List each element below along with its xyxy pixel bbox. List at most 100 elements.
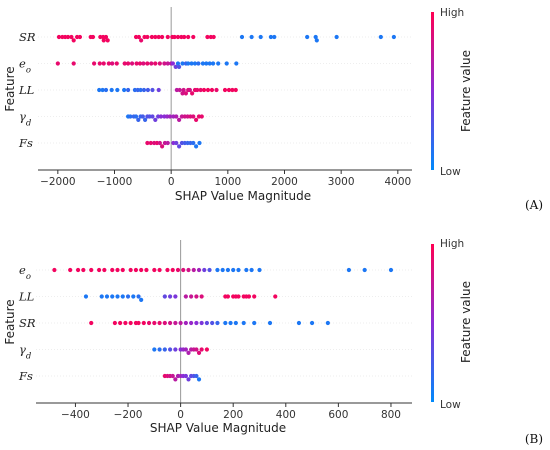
shap-point bbox=[115, 267, 120, 273]
shap-point bbox=[110, 61, 115, 66]
shap-point bbox=[128, 267, 133, 273]
shap-point bbox=[90, 34, 96, 40]
shap-point bbox=[148, 140, 153, 146]
shap-point bbox=[325, 320, 330, 326]
feature-label: Fs bbox=[18, 136, 33, 150]
x-tick-label: −400 bbox=[61, 409, 90, 421]
shap-point bbox=[114, 61, 119, 66]
shap-point bbox=[334, 34, 339, 40]
feature-label: LL bbox=[18, 290, 34, 304]
shap-point bbox=[139, 38, 144, 43]
panel-a-colorbar bbox=[431, 12, 434, 170]
shap-point bbox=[226, 87, 232, 93]
x-tick-label: −200 bbox=[114, 409, 143, 421]
shap-point bbox=[100, 87, 105, 93]
shap-point bbox=[211, 34, 216, 40]
shap-point bbox=[196, 61, 201, 66]
shap-point bbox=[205, 34, 210, 40]
shap-point bbox=[136, 34, 141, 40]
shap-point bbox=[75, 267, 81, 273]
shap-point bbox=[104, 294, 110, 299]
shap-point bbox=[115, 294, 120, 299]
shap-point bbox=[118, 320, 123, 326]
shap-point bbox=[180, 61, 185, 66]
shap-point bbox=[128, 320, 133, 326]
shap-point bbox=[165, 267, 170, 273]
shap-point bbox=[140, 114, 145, 119]
panel-a-x-ticks: −2000 −1000 0 1000 2000 3000 4000 bbox=[40, 170, 411, 188]
shap-point bbox=[194, 320, 199, 326]
shap-point bbox=[183, 320, 188, 326]
feature-label: γd bbox=[19, 110, 32, 129]
shap-point bbox=[183, 347, 188, 352]
shap-point bbox=[204, 61, 209, 66]
shap-point bbox=[170, 373, 175, 379]
panel-a-points bbox=[55, 34, 396, 149]
panel-b-beeswarm: eo LL SR γd Fs −400 −200 0 200 400 600 800 SHAP Va… bbox=[3, 238, 543, 446]
shap-point bbox=[153, 61, 158, 66]
shap-point bbox=[233, 87, 238, 93]
shap-point bbox=[183, 373, 188, 379]
shap-point bbox=[215, 267, 220, 273]
shap-point bbox=[191, 267, 196, 273]
x-tick-label: 800 bbox=[381, 409, 401, 421]
shap-point bbox=[272, 34, 277, 40]
shap-point bbox=[309, 320, 315, 326]
shap-point bbox=[296, 320, 302, 326]
shap-point bbox=[172, 34, 177, 40]
shap-point bbox=[209, 87, 215, 93]
x-tick-label: 0 bbox=[177, 409, 184, 421]
shap-point bbox=[102, 267, 107, 273]
shap-point bbox=[199, 347, 204, 352]
shap-point bbox=[170, 267, 175, 273]
shap-point bbox=[314, 38, 319, 43]
panel-b-colorbar-title: Feature value bbox=[459, 281, 473, 363]
shap-point bbox=[128, 114, 133, 119]
shap-point bbox=[175, 267, 181, 273]
shap-point bbox=[101, 61, 106, 66]
shap-point bbox=[162, 347, 167, 352]
shap-point bbox=[194, 373, 199, 379]
shap-point bbox=[153, 117, 158, 122]
shap-point bbox=[145, 61, 150, 66]
shap-point bbox=[252, 320, 257, 326]
panel-a-beeswarm: SR eo LL γd Fs −2000 −1000 0 1000 2000 3000 4000 S… bbox=[3, 7, 543, 212]
feature-label: eo bbox=[19, 57, 31, 76]
shap-point bbox=[153, 34, 158, 40]
shap-point bbox=[186, 267, 191, 273]
shap-point bbox=[224, 61, 229, 66]
shap-point bbox=[236, 294, 241, 299]
shap-point bbox=[157, 61, 162, 66]
shap-point bbox=[177, 64, 182, 69]
shap-point bbox=[187, 87, 192, 93]
shap-point bbox=[138, 87, 143, 93]
shap-point bbox=[158, 114, 164, 119]
x-tick-label: 400 bbox=[276, 409, 296, 421]
shap-point bbox=[214, 87, 219, 93]
shap-point bbox=[162, 320, 167, 326]
shap-point bbox=[97, 267, 102, 273]
shap-point bbox=[141, 320, 146, 326]
shap-point bbox=[199, 294, 204, 299]
shap-point bbox=[180, 91, 185, 96]
shap-point bbox=[211, 61, 216, 66]
shap-point bbox=[239, 34, 245, 40]
shap-point bbox=[162, 61, 167, 66]
shap-point bbox=[103, 34, 109, 40]
shap-point bbox=[204, 320, 210, 326]
shap-point bbox=[122, 87, 127, 93]
shap-point bbox=[89, 320, 94, 326]
shap-point bbox=[215, 320, 220, 326]
shap-point bbox=[146, 320, 152, 326]
shap-point bbox=[105, 38, 110, 43]
shap-point bbox=[189, 61, 194, 66]
shap-point bbox=[194, 144, 199, 149]
shap-point bbox=[199, 114, 204, 119]
shap-point bbox=[231, 267, 236, 273]
shap-point bbox=[249, 34, 254, 40]
shap-point bbox=[157, 140, 162, 146]
shap-point bbox=[225, 267, 231, 273]
shap-point bbox=[152, 267, 157, 273]
shap-point bbox=[267, 320, 273, 326]
panel-b-colorbar bbox=[431, 244, 434, 402]
